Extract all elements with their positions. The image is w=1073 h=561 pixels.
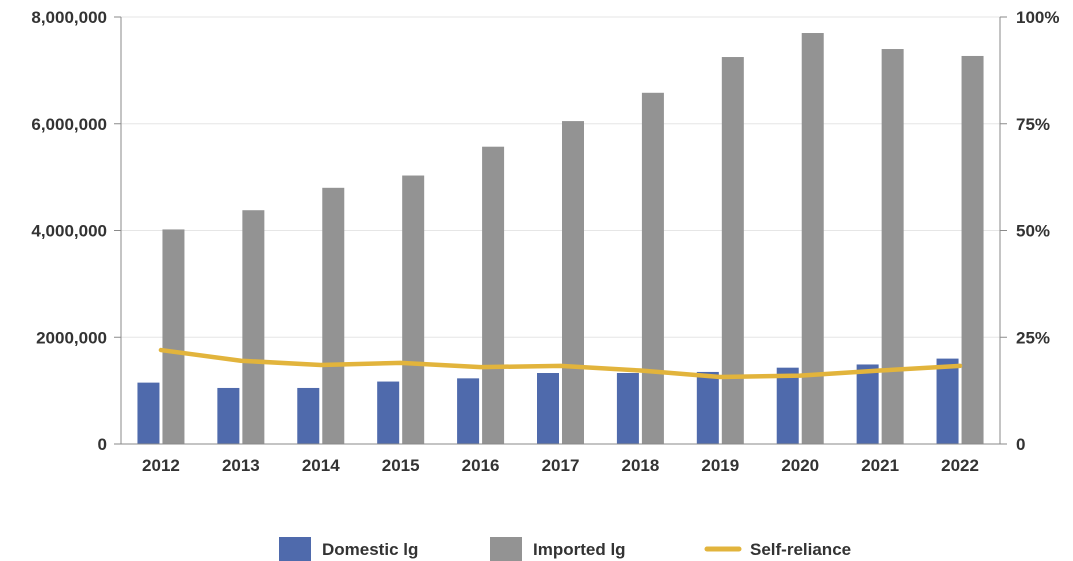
left-tick-label: 0 — [98, 435, 107, 454]
bars — [137, 33, 984, 445]
self-reliance-line — [158, 347, 963, 380]
x-tick-label: 2015 — [382, 456, 420, 475]
bar-domestic-lg-2013 — [217, 387, 240, 444]
axes — [114, 16, 1007, 445]
bar-domestic-lg-2018 — [616, 373, 639, 444]
legend-item-imported-lg: Imported lg — [490, 537, 626, 561]
left-axis-ticks: 0 2000,000 4,000,000 6,000,000 8,000,000 — [31, 8, 107, 454]
bar-domestic-lg-2012 — [137, 382, 160, 444]
bar-imported-lg-2018 — [641, 92, 664, 444]
bar-imported-lg-2015 — [402, 175, 425, 444]
bar-imported-lg-2021 — [881, 49, 904, 445]
gridlines — [121, 16, 1000, 338]
legend-item-domestic-lg: Domestic lg — [279, 537, 418, 561]
bar-imported-lg-2012 — [162, 229, 185, 444]
x-tick-label: 2013 — [222, 456, 260, 475]
bar-domestic-lg-2014 — [297, 387, 320, 444]
bar-imported-lg-2022 — [961, 55, 984, 445]
right-tick-label: 0 — [1016, 435, 1025, 454]
x-tick-label: 2016 — [462, 456, 500, 475]
bar-imported-lg-2014 — [322, 187, 345, 445]
x-tick-label: 2017 — [542, 456, 580, 475]
bar-imported-lg-2017 — [562, 121, 584, 445]
bar-domestic-lg-2019 — [696, 371, 719, 444]
right-tick-label: 100% — [1016, 8, 1059, 27]
legend-item-self-reliance: Self-reliance — [704, 540, 851, 559]
legend-swatch-imported-lg — [490, 537, 522, 561]
left-tick-label: 6,000,000 — [31, 115, 107, 134]
bar-domestic-lg-2021 — [856, 364, 879, 444]
bar-domestic-lg-2016 — [457, 378, 480, 444]
legend-swatch-domestic-lg — [279, 537, 311, 561]
bar-imported-lg-2019 — [721, 57, 744, 444]
bar-domestic-lg-2015 — [377, 381, 400, 444]
bar-imported-lg-2016 — [482, 146, 505, 445]
bar-imported-lg-2013 — [242, 210, 265, 444]
x-tick-label: 2014 — [302, 456, 340, 475]
right-axis-ticks: 0 25% 50% 75% 100% — [1016, 8, 1059, 454]
left-tick-label: 4,000,000 — [31, 222, 107, 241]
legend-label-imported-lg: Imported lg — [533, 540, 626, 559]
legend: Domestic lg Imported lg Self-reliance — [279, 537, 851, 561]
self-reliance-line-layer — [158, 347, 963, 380]
bar-domestic-lg-2022 — [936, 358, 959, 444]
x-tick-label: 2020 — [781, 456, 819, 475]
bar-domestic-lg-2020 — [776, 367, 799, 444]
x-tick-label: 2022 — [941, 456, 979, 475]
x-tick-label: 2019 — [701, 456, 739, 475]
left-tick-label: 2000,000 — [36, 328, 107, 347]
right-tick-label: 50% — [1016, 222, 1050, 241]
x-tick-label: 2018 — [621, 456, 659, 475]
right-tick-label: 25% — [1016, 328, 1050, 347]
left-tick-label: 8,000,000 — [31, 8, 107, 27]
x-axis-ticks: 2012 2013 2014 2015 2016 2017 2018 2019 2020 2021… — [142, 456, 979, 475]
x-tick-label: 2012 — [142, 456, 180, 475]
bar-domestic-lg-2017 — [537, 373, 559, 444]
legend-label-domestic-lg: Domestic lg — [322, 540, 418, 559]
right-tick-label: 75% — [1016, 115, 1050, 134]
x-tick-label: 2021 — [861, 456, 899, 475]
legend-label-self-reliance: Self-reliance — [750, 540, 851, 559]
bar-imported-lg-2020 — [801, 33, 824, 444]
